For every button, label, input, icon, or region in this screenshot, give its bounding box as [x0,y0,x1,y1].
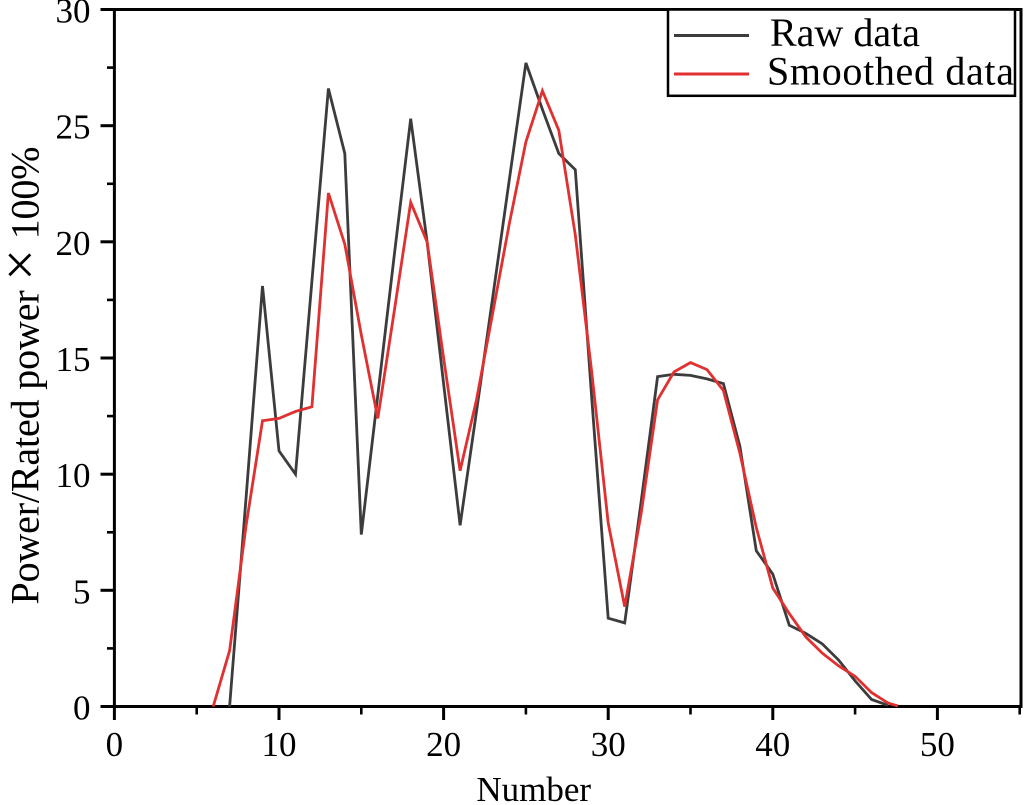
svg-text:10: 10 [262,725,297,764]
svg-text:15: 15 [56,340,91,379]
svg-text:0: 0 [73,689,91,728]
svg-text:25: 25 [56,108,91,147]
svg-text:40: 40 [755,725,790,764]
svg-text:Number: Number [476,770,591,805]
svg-text:30: 30 [591,725,626,764]
svg-text:5: 5 [73,572,91,611]
svg-text:20: 20 [56,224,91,263]
svg-text:0: 0 [106,725,124,764]
svg-text:50: 50 [920,725,955,764]
svg-text:30: 30 [56,0,91,31]
svg-text:10: 10 [56,456,91,495]
svg-text:Smoothed data: Smoothed data [767,49,1014,94]
svg-text:Raw data: Raw data [770,10,920,55]
svg-text:Power/Rated power × 100%: Power/Rated power × 100% [0,147,52,605]
svg-text:20: 20 [426,725,461,764]
